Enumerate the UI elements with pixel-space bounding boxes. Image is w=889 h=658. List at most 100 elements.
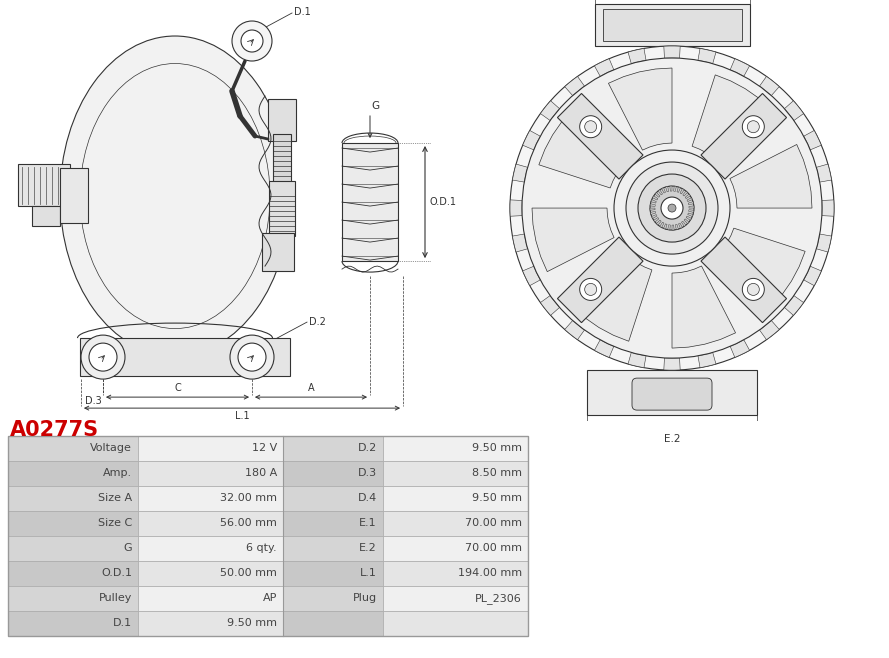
Bar [138, 611, 283, 636]
Polygon shape [661, 188, 666, 193]
Polygon shape [668, 225, 670, 230]
Polygon shape [664, 46, 680, 58]
Polygon shape [680, 189, 685, 194]
Polygon shape [651, 211, 656, 215]
Polygon shape [669, 186, 672, 191]
Bar [283, 536, 383, 561]
Polygon shape [784, 101, 804, 120]
Circle shape [742, 278, 765, 301]
Text: PL_2306: PL_2306 [476, 593, 522, 604]
Polygon shape [804, 130, 821, 150]
Circle shape [638, 174, 706, 242]
Text: A0277S: A0277S [10, 420, 100, 440]
Circle shape [748, 284, 759, 295]
Polygon shape [532, 208, 614, 272]
Circle shape [614, 150, 730, 266]
Text: E.2: E.2 [359, 544, 377, 553]
Circle shape [81, 335, 125, 379]
Polygon shape [557, 237, 643, 322]
Text: Voltage: Voltage [90, 443, 132, 453]
Text: 180 A: 180 A [244, 468, 277, 478]
Polygon shape [658, 190, 662, 195]
Bar [18, 164, 70, 206]
Polygon shape [674, 186, 677, 191]
Polygon shape [683, 191, 687, 196]
Text: Amp.: Amp. [103, 468, 132, 478]
Polygon shape [687, 197, 693, 201]
Circle shape [585, 284, 597, 295]
Bar [383, 436, 528, 461]
Polygon shape [628, 353, 646, 368]
Text: D.3: D.3 [358, 468, 377, 478]
Polygon shape [541, 101, 559, 120]
Polygon shape [701, 93, 787, 179]
Bar [8, 436, 138, 461]
Polygon shape [656, 220, 661, 225]
Text: D.4: D.4 [357, 494, 377, 503]
Polygon shape [523, 130, 541, 150]
Polygon shape [510, 200, 522, 216]
Polygon shape [676, 224, 678, 230]
Polygon shape [677, 187, 680, 192]
Bar [262, 233, 294, 271]
Bar [383, 536, 528, 561]
Polygon shape [701, 237, 787, 322]
Text: D.2: D.2 [357, 443, 377, 453]
Text: Size C: Size C [98, 519, 132, 528]
Circle shape [232, 21, 272, 61]
Bar [383, 561, 528, 586]
Polygon shape [718, 228, 805, 307]
Polygon shape [595, 59, 613, 76]
Bar [8, 486, 138, 511]
Bar [383, 511, 528, 536]
Bar [80, 338, 290, 376]
Circle shape [241, 30, 263, 52]
Bar [342, 143, 398, 261]
Polygon shape [628, 49, 646, 64]
Bar [587, 370, 757, 415]
Circle shape [510, 46, 834, 370]
Circle shape [748, 120, 759, 133]
Bar [138, 436, 283, 461]
Bar [138, 561, 283, 586]
Text: AP: AP [262, 594, 277, 603]
Circle shape [626, 162, 718, 254]
Text: C: C [174, 383, 180, 393]
Polygon shape [512, 234, 528, 252]
Bar [8, 611, 138, 636]
Ellipse shape [60, 36, 290, 356]
Bar [603, 9, 741, 41]
Polygon shape [784, 295, 804, 315]
Polygon shape [653, 218, 659, 222]
Polygon shape [684, 219, 689, 224]
Circle shape [742, 116, 765, 138]
Text: 194.00 mm: 194.00 mm [458, 569, 522, 578]
Polygon shape [595, 340, 613, 357]
Polygon shape [565, 76, 584, 95]
Polygon shape [685, 194, 690, 199]
Circle shape [580, 116, 602, 138]
Bar [32, 206, 60, 226]
Polygon shape [539, 109, 626, 188]
Polygon shape [573, 254, 652, 342]
Polygon shape [730, 340, 749, 357]
Circle shape [661, 197, 683, 219]
Text: E.1: E.1 [359, 519, 377, 528]
Text: 56.00 mm: 56.00 mm [220, 519, 277, 528]
Text: G: G [371, 101, 379, 111]
Bar [8, 436, 528, 636]
Bar [283, 611, 383, 636]
Text: D.2: D.2 [309, 317, 326, 327]
Polygon shape [652, 215, 657, 218]
Polygon shape [565, 320, 584, 340]
Bar [383, 461, 528, 486]
Text: 9.50 mm: 9.50 mm [227, 619, 277, 628]
Text: 9.50 mm: 9.50 mm [472, 494, 522, 503]
Bar [383, 486, 528, 511]
Circle shape [230, 335, 274, 379]
Polygon shape [541, 295, 559, 315]
Polygon shape [682, 221, 686, 226]
Polygon shape [698, 353, 716, 368]
Bar [8, 561, 138, 586]
Bar [60, 168, 88, 223]
